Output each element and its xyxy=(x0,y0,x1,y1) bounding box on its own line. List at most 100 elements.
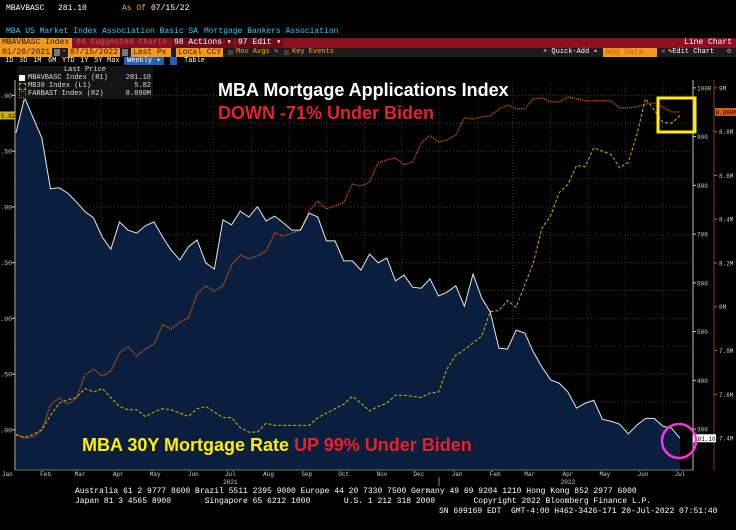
edit-menu[interactable]: 97 Edit ▾ xyxy=(236,38,284,48)
legend-label: MB30 Index (L1) xyxy=(28,82,92,90)
y-tick-label-r2: 8.2M xyxy=(719,260,734,267)
mb30-value-tag-text: 5.82 xyxy=(1,113,16,120)
annotation-rate-change: UP 99% Under Biden xyxy=(294,435,472,455)
farbast-line xyxy=(15,96,680,439)
y-tick-label-r2: 8.6M xyxy=(719,173,734,180)
actions-menu[interactable]: 98 Actions ▾ xyxy=(172,38,234,48)
key-events-label: Key Events xyxy=(292,48,335,56)
legend: Last Price MBAVBASC Index (R1) 281.10 MB… xyxy=(17,66,153,99)
x-tick-label: Jul xyxy=(675,471,686,478)
period-1m[interactable]: 1M xyxy=(33,57,42,65)
collapse-icon[interactable]: « xyxy=(661,48,666,56)
suggested-charts-button[interactable]: 94 Suggested Charts xyxy=(76,38,168,47)
y-tick-label-left: 3.50 xyxy=(0,372,12,379)
y-tick-label-left: 3.00 xyxy=(0,427,12,434)
mov-avgs-label: Mov Avgs xyxy=(236,48,270,56)
security-description: MBA US Market Index Association Basic SA xyxy=(6,27,199,36)
legend-value: 8.890M xyxy=(125,90,151,98)
quick-add-button[interactable]: + Quick-Add ▪ xyxy=(543,48,598,56)
annotation-rate-label: MBA 30Y Mortgage Rate xyxy=(82,435,290,455)
y-tick-label-r1: 500 xyxy=(697,329,708,336)
x-tick-label: Jan xyxy=(452,471,463,478)
period-ytd[interactable]: YTD xyxy=(62,57,75,65)
legend-label: MBAVBASC Index (R1) xyxy=(28,74,108,82)
chart-icon-button[interactable] xyxy=(170,57,177,65)
x-tick-label: May xyxy=(599,471,610,478)
y-tick-label-r2: 9M xyxy=(719,85,727,92)
x-tick-label: Sep xyxy=(301,471,312,478)
y-tick-label-r2: 7.6M xyxy=(719,392,734,399)
as-of-label: As Of xyxy=(122,4,147,13)
y-tick-label-r1: 300 xyxy=(697,427,708,434)
x-tick-label: Jan xyxy=(2,471,13,478)
x-tick-label: Jun xyxy=(188,471,199,478)
footer-line-1: Australia 61 2 9777 8600 Brazil 5511 239… xyxy=(75,487,637,496)
legend-value: 281.10 xyxy=(125,74,151,82)
table-button[interactable]: Table xyxy=(184,57,206,65)
legend-swatch xyxy=(19,91,26,98)
key-events-checkbox[interactable] xyxy=(284,50,289,55)
mbavbasc-value-tag xyxy=(693,434,716,443)
mov-avgs-checkbox[interactable] xyxy=(228,50,233,55)
edit-chart-button[interactable]: ✎Edit Chart xyxy=(668,48,714,57)
annotation-subtitle: DOWN -71% Under Biden xyxy=(218,103,435,123)
y-tick-label-left: 5.50 xyxy=(0,149,12,156)
x-tick-label: Jul xyxy=(225,471,236,478)
mb30-line xyxy=(15,97,681,439)
farbast-value-tag xyxy=(715,107,736,116)
mbavbasc-value-tag-text: 281.10 xyxy=(694,436,716,443)
mbavbasc-area xyxy=(16,97,680,470)
period-5y[interactable]: 5Y xyxy=(94,57,103,65)
period-max[interactable]: Max xyxy=(107,57,120,65)
highlight-box xyxy=(656,96,697,134)
x-year-label: 2022 xyxy=(561,479,576,486)
security-input[interactable]: MBAVBASC Index xyxy=(0,38,72,48)
y-tick-label-left: 5.00 xyxy=(0,204,12,211)
period-toolbar: 1D 3D 1M 6M YTD 1Y 5Y Max Weekly ▾ Table xyxy=(0,57,736,65)
y-tick-label-r2: 8.4M xyxy=(719,217,734,224)
x-tick-label: Apr xyxy=(113,471,124,478)
add-data-input[interactable]: Add Data xyxy=(603,48,657,57)
gear-icon[interactable]: ⚙ xyxy=(727,48,732,56)
y-tick-label-r2: 7.4M xyxy=(719,436,734,443)
legend-swatch xyxy=(19,75,25,81)
period-3d[interactable]: 3D xyxy=(19,57,28,65)
y-tick-label-r1: 400 xyxy=(697,378,708,385)
currency-select[interactable]: Local CCY xyxy=(176,48,224,57)
legend-swatch xyxy=(19,83,26,90)
end-date-input[interactable]: 07/15/2022 xyxy=(68,48,121,57)
y-tick-label-r1: 800 xyxy=(697,183,708,190)
settings-toolbar: 01/20/2021 - 07/15/2022 Last Px Local CC… xyxy=(0,48,736,57)
period-6m[interactable]: 6M xyxy=(48,57,57,65)
x-tick-label: Nov xyxy=(376,471,387,478)
y-tick-label-left: 6.00 xyxy=(0,93,12,100)
highlight-circle xyxy=(660,422,698,460)
field-select[interactable]: Last Px xyxy=(131,48,171,57)
y-tick-label-r1: 600 xyxy=(697,280,708,287)
x-tick-label: May xyxy=(150,471,161,478)
y-tick-label-left: 4.00 xyxy=(0,316,12,323)
ticker: MBAVBASC xyxy=(6,4,45,13)
period-1y[interactable]: 1Y xyxy=(80,57,89,65)
pencil-icon[interactable]: ✎ xyxy=(274,48,279,56)
chart-type-label: Line Chart xyxy=(683,38,732,47)
x-tick-label: Oct xyxy=(338,471,349,478)
y-tick-label-r2: 7.8M xyxy=(719,348,734,355)
last-value: 281.10 xyxy=(58,4,87,13)
period-1d[interactable]: 1D xyxy=(5,57,14,65)
start-date-input[interactable]: 01/20/2021 xyxy=(0,48,53,57)
frequency-select[interactable]: Weekly ▾ xyxy=(124,57,164,65)
footer-line-2: Japan 81 3 4565 8900 Singapore 65 6212 1… xyxy=(75,497,652,506)
legend-item: FARBAST Index (R2) 8.890M xyxy=(17,90,153,98)
x-year-label: 2021 xyxy=(223,479,238,486)
farbast-value-tag-text: 8.890M xyxy=(716,109,736,116)
mbavbasc-line xyxy=(15,96,681,439)
annotation-title: MBA Mortgage Applications Index xyxy=(218,80,509,100)
date-separator: - xyxy=(62,48,67,56)
mb30-value-tag xyxy=(0,111,15,120)
calendar-icon[interactable] xyxy=(122,49,128,56)
command-toolbar: MBAVBASC Index 94 Suggested Charts 98 Ac… xyxy=(0,38,736,48)
y-tick-label-r1: 900 xyxy=(697,134,708,141)
calendar-icon[interactable] xyxy=(54,49,60,56)
